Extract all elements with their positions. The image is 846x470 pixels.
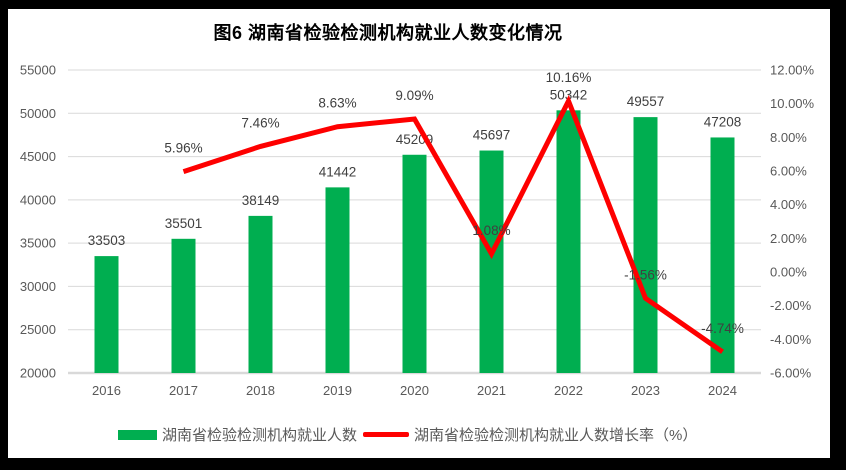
x-axis-label: 2016 (92, 383, 121, 398)
y-axis-left-tick-label: 45000 (20, 149, 56, 164)
x-axis-label: 2021 (477, 383, 506, 398)
line-value-label: 5.96% (164, 141, 202, 156)
x-axis-label: 2018 (246, 383, 275, 398)
y-axis-left-tick-label: 25000 (20, 322, 56, 337)
y-axis-right-tick-label: 6.00% (770, 164, 807, 179)
x-axis-label: 2020 (400, 383, 429, 398)
bar-value-label: 50342 (550, 87, 588, 102)
y-axis-right-tick-label: 10.00% (770, 96, 815, 111)
bar-value-label: 41442 (319, 164, 357, 179)
bar-2016 (94, 256, 119, 373)
line-value-label: 7.46% (241, 115, 279, 130)
bar-value-label: 38149 (242, 193, 280, 208)
y-axis-right-tick-label: 8.00% (770, 130, 807, 145)
y-axis-right-tick-label: -2.00% (770, 298, 812, 313)
line-value-label: -1.56% (624, 267, 667, 282)
legend: 湖南省检验检测机构就业人数 湖南省检验检测机构就业人数增长率（%） (118, 424, 697, 445)
bar-series-legend-label: 湖南省检验检测机构就业人数 (162, 427, 358, 444)
x-axis-label: 2023 (631, 383, 660, 398)
y-axis-left-tick-label: 40000 (20, 192, 56, 207)
bar-2020 (402, 154, 427, 373)
y-axis-left-tick-label: 35000 (20, 236, 56, 251)
bar-2024 (710, 137, 735, 373)
chart-title: 图6 湖南省检验检测机构就业人数变化情况 (213, 23, 563, 43)
bar-value-label: 35501 (165, 216, 203, 231)
y-axis-left-tick-label: 50000 (20, 106, 56, 121)
y-axis-left-tick-label: 30000 (20, 279, 56, 294)
y-axis-right-tick-label: -6.00% (770, 366, 812, 381)
line-value-label: -4.74% (701, 321, 744, 336)
y-axis-right-tick-label: 4.00% (770, 197, 807, 212)
y-axis-left-tick-label: 20000 (20, 366, 56, 381)
bar-2023 (633, 117, 658, 374)
bar-2018 (248, 215, 273, 373)
x-axis-label: 2017 (169, 383, 198, 398)
line-value-label: 1.08% (472, 223, 510, 238)
bar-2022 (556, 110, 581, 373)
y-axis-right-tick-label: 0.00% (770, 265, 807, 280)
bar-2019 (325, 187, 350, 373)
bar-value-label: 33503 (88, 233, 126, 248)
bar-2021 (479, 150, 504, 373)
bar-series-legend-swatch-icon (118, 429, 157, 440)
bar-value-label: 45697 (473, 128, 511, 143)
x-axis-label: 2019 (323, 383, 352, 398)
y-axis-right-tick-label: -4.00% (770, 332, 812, 347)
line-value-label: 9.09% (395, 88, 433, 103)
growth-rate-line (182, 94, 724, 354)
line-value-label: 8.63% (318, 96, 356, 111)
x-axis-label: 2022 (554, 383, 583, 398)
line-value-label: 10.16% (546, 70, 592, 85)
y-axis-left-tick-label: 55000 (20, 63, 56, 78)
bar-value-label: 49557 (627, 94, 665, 109)
y-axis-right-tick-label: 2.00% (770, 231, 807, 246)
bar-value-label: 47208 (704, 114, 742, 129)
chart-plot: 55000 50000 45000 40000 35000 30000 25000 20000… (20, 63, 815, 399)
x-axis-label: 2024 (708, 383, 737, 398)
y-axis-right-tick-label: 12.00% (770, 63, 815, 78)
line-series-legend-swatch-icon (363, 432, 410, 437)
chart-panel: 图6 湖南省检验检测机构就业人数变化情况 55000 50000 45000 4000… (8, 9, 830, 458)
bar-2017 (171, 238, 196, 373)
line-series-legend-label: 湖南省检验检测机构就业人数增长率（%） (414, 427, 698, 444)
